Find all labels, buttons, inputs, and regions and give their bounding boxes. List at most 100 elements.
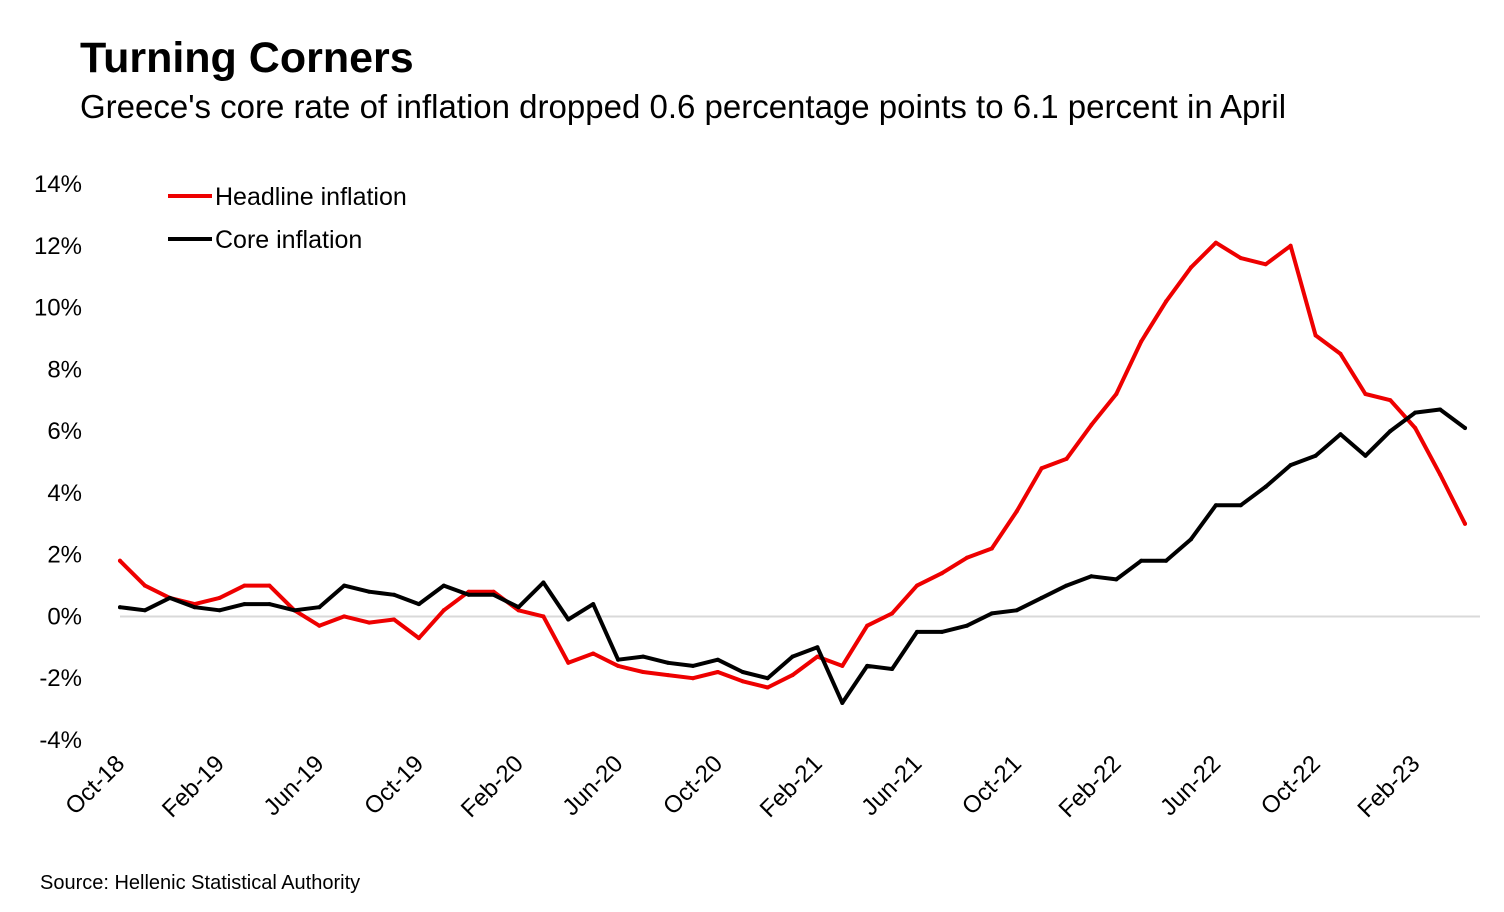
data-point (641, 654, 646, 659)
data-point (1463, 521, 1467, 526)
x-tick-label: Feb-22 (1054, 750, 1127, 823)
data-point (690, 663, 695, 668)
data-point (1039, 466, 1044, 471)
line-chart: -4% -2% 0% 2% 4% 6% 8% 10% 12% 14% Oct-18 Feb-19 Ju… (34, 171, 1480, 823)
data-point (989, 611, 994, 616)
data-point (616, 657, 621, 662)
data-point (915, 629, 919, 634)
data-point (1413, 410, 1418, 415)
data-point (217, 608, 222, 613)
data-point (441, 583, 446, 588)
data-point (666, 660, 670, 665)
data-point (142, 583, 147, 588)
data-point (591, 602, 596, 607)
data-point (1189, 265, 1193, 270)
y-tick-label: -2% (39, 665, 82, 692)
data-point (1338, 432, 1343, 437)
data-point (566, 617, 571, 622)
data-point (765, 676, 770, 681)
x-axis: Oct-18 Feb-19 Jun-19 Oct-19 Feb-20 Jun-20 Oct-… (60, 750, 1425, 823)
data-point (715, 657, 720, 662)
data-point (441, 608, 446, 613)
x-tick-label: Feb-20 (456, 750, 529, 823)
x-tick-label: Jun-22 (1155, 750, 1226, 821)
data-point (566, 660, 571, 665)
data-point (317, 605, 322, 610)
data-point (1363, 453, 1368, 458)
data-point (367, 620, 372, 625)
data-point (989, 546, 994, 551)
series-lines (118, 240, 1467, 705)
data-point (765, 685, 770, 690)
data-point (541, 614, 546, 619)
data-point (591, 651, 596, 656)
data-point (491, 592, 496, 597)
data-point (1114, 392, 1119, 396)
x-tick-label: Feb-23 (1353, 750, 1426, 823)
data-point (118, 558, 122, 563)
data-point (1338, 351, 1343, 356)
data-point (1089, 422, 1094, 427)
y-tick-label: -4% (39, 727, 82, 754)
data-point (1139, 339, 1144, 344)
x-tick-label: Feb-21 (755, 750, 828, 823)
data-point (740, 670, 745, 674)
data-point (342, 583, 347, 588)
data-point (516, 608, 521, 613)
x-tick-label: Feb-19 (157, 750, 230, 823)
data-point (292, 608, 297, 613)
data-point (1388, 398, 1393, 403)
y-axis: -4% -2% 0% 2% 4% 6% 8% 10% 12% 14% (34, 171, 1480, 754)
x-tick-label: Jun-19 (259, 750, 330, 821)
data-point (790, 673, 795, 678)
data-point (1263, 484, 1268, 489)
series-line-core-inflation (118, 407, 1467, 705)
data-point (1114, 577, 1119, 582)
data-point (1238, 256, 1243, 261)
data-point (167, 595, 172, 600)
series-line-headline-inflation (118, 240, 1467, 690)
data-point (890, 611, 895, 616)
data-point (367, 589, 372, 594)
data-point (1238, 503, 1243, 508)
data-point (142, 608, 147, 613)
x-tick-label: Oct-18 (60, 750, 130, 820)
data-point (890, 667, 895, 671)
data-point (192, 605, 197, 610)
data-point (740, 679, 745, 684)
data-point (118, 605, 122, 610)
data-point (1313, 453, 1318, 458)
data-point (840, 700, 845, 705)
data-point (1164, 558, 1169, 563)
x-tick-label: Oct-22 (1256, 750, 1326, 820)
data-point (267, 602, 272, 607)
data-point (715, 670, 720, 674)
data-point (242, 602, 247, 607)
source-note: Source: Hellenic Statistical Authority (40, 872, 361, 894)
data-point (865, 623, 870, 628)
data-point (1313, 333, 1318, 338)
data-point (865, 663, 870, 668)
data-point (416, 636, 421, 641)
data-point (1039, 595, 1044, 600)
x-tick-label: Jun-20 (557, 750, 628, 821)
data-point (491, 589, 496, 594)
data-point (1288, 463, 1293, 468)
data-point (392, 592, 396, 597)
data-point (1089, 574, 1094, 579)
data-point (641, 670, 646, 674)
y-tick-label: 2% (47, 542, 82, 569)
data-point (1413, 426, 1418, 430)
data-point (1139, 558, 1144, 563)
data-point (1288, 243, 1293, 248)
legend-label: Headline inflation (215, 183, 407, 211)
y-tick-label: 0% (47, 603, 82, 630)
y-tick-label: 10% (34, 295, 82, 322)
data-point (1064, 583, 1069, 588)
data-point (1213, 503, 1218, 508)
y-tick-label: 8% (47, 356, 82, 383)
data-point (939, 571, 944, 576)
data-point (1014, 509, 1019, 514)
data-point (1363, 392, 1368, 396)
data-point (790, 654, 795, 659)
